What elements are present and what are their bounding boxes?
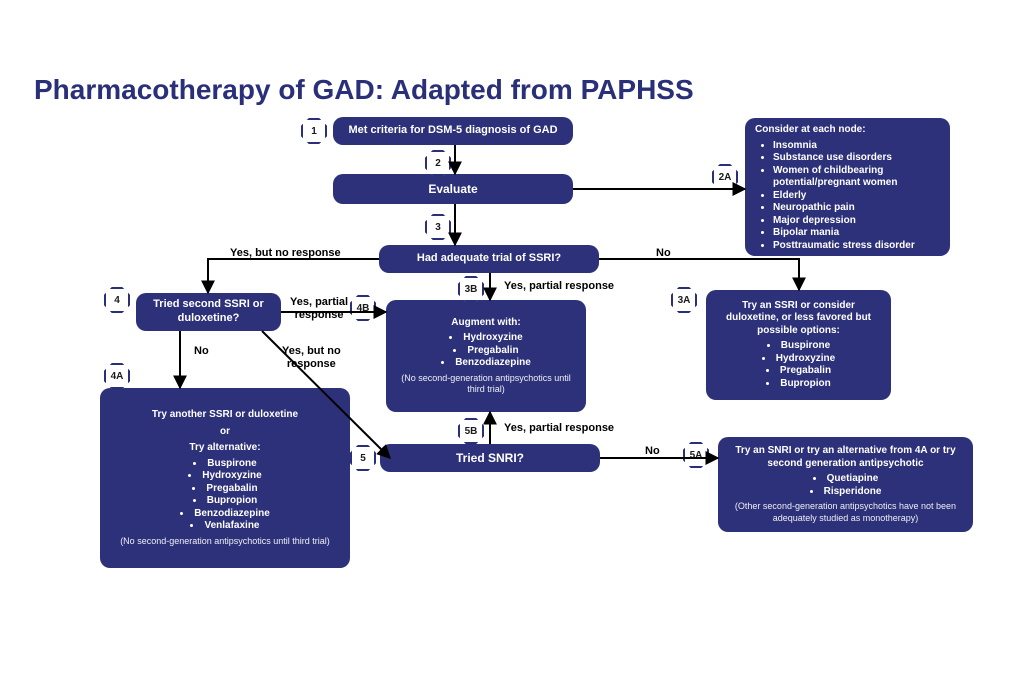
step-badge-5b: 5B — [458, 418, 484, 444]
node-subtext: (No second-generation antipsychotics unt… — [120, 536, 330, 547]
step-badge-2: 2 — [425, 150, 451, 176]
node-bullet-list: BuspironeHydroxyzinePregabalinBupropionB… — [180, 458, 270, 533]
step-badge-5: 5 — [350, 445, 376, 471]
node-3-text: Had adequate trial of SSRI? — [417, 252, 561, 266]
flowchart-canvas: Pharmacotherapy of GAD: Adapted from PAP… — [0, 0, 1030, 687]
node-bullet: Pregabalin — [180, 483, 270, 496]
node-bullet-list: BuspironeHydroxyzinePregabalinBupropion — [762, 340, 835, 390]
node-bullet: Benzodiazepine — [180, 508, 270, 521]
node-bullet: Elderly — [773, 190, 940, 203]
node-subtext: (Other second-generation antipsychotics … — [728, 501, 963, 524]
node-bullet: Bipolar mania — [773, 227, 940, 240]
node-bullet: Benzodiazepine — [441, 357, 531, 370]
node-bullet: Pregabalin — [762, 365, 835, 378]
node-bullet: Hydroxyzine — [441, 332, 531, 345]
node-bullet: Quetiapine — [810, 473, 882, 486]
step-badge-5a: 5A — [683, 442, 709, 468]
node-5-text: Tried SNRI? — [456, 451, 524, 466]
node-4-text: Tried second SSRI or duloxetine? — [146, 298, 271, 326]
edge-arrow — [208, 259, 379, 293]
node-5a-snri-alt: Try an SNRI or try an alternative from 4… — [718, 437, 973, 532]
step-badge-3a: 3A — [671, 287, 697, 313]
node-header3: Try alternative: — [189, 442, 260, 455]
node-bullet: Insomnia — [773, 140, 940, 153]
node-2-evaluate: Evaluate — [333, 174, 573, 204]
edge-label-yes-partial-5-3b: Yes, partial response — [504, 422, 614, 435]
node-3-ssri-trial: Had adequate trial of SSRI? — [379, 245, 599, 273]
page-title: Pharmacotherapy of GAD: Adapted from PAP… — [34, 74, 694, 106]
node-bullet-list: HydroxyzinePregabalinBenzodiazepine — [441, 332, 531, 370]
node-bullet: Hydroxyzine — [180, 470, 270, 483]
step-badge-4a: 4A — [104, 363, 130, 389]
edge-label-no-4-4a: No — [194, 345, 209, 358]
node-bullet: Posttraumatic stress disorder — [773, 240, 940, 253]
node-bullet: Substance use disorders — [773, 152, 940, 165]
node-bullet: Venlafaxine — [180, 520, 270, 533]
node-3a-try-ssri: Try an SSRI or consider duloxetine, or l… — [706, 290, 891, 400]
node-bullet-list: InsomniaSubstance use disordersWomen of … — [755, 140, 940, 253]
node-2-text: Evaluate — [428, 182, 477, 197]
node-header2: or — [220, 426, 230, 439]
edge-label-yes-partial-4-4b: Yes, partial response — [290, 296, 348, 322]
step-badge-2a: 2A — [712, 164, 738, 190]
node-header: Augment with: — [451, 317, 520, 330]
node-header: Try another SSRI or duloxetine — [152, 409, 298, 422]
node-bullet: Bupropion — [180, 495, 270, 508]
node-5-snri: Tried SNRI? — [380, 444, 600, 472]
node-bullet: Women of childbearing potential/pregnant… — [773, 165, 940, 190]
node-4a-alternative: Try another SSRI or duloxetine or Try alte… — [100, 388, 350, 568]
node-bullet: Buspirone — [762, 340, 835, 353]
node-1-text: Met criteria for DSM-5 diagnosis of GAD — [348, 124, 557, 138]
step-badge-4: 4 — [104, 287, 130, 313]
edge-arrow — [599, 259, 799, 290]
node-bullet: Neuropathic pain — [773, 202, 940, 215]
node-subtext: (No second-generation antipsychotics unt… — [396, 373, 576, 396]
edge-label-no-3-3a: No — [656, 247, 671, 260]
edge-label-no-5-5a: No — [645, 445, 660, 458]
node-bullet: Risperidone — [810, 486, 882, 499]
node-4-second-ssri: Tried second SSRI or duloxetine? — [136, 293, 281, 331]
node-bullet: Hydroxyzine — [762, 353, 835, 366]
edge-label-yes-no-response-3-4: Yes, but no response — [230, 247, 341, 260]
node-1-diagnosis: Met criteria for DSM-5 diagnosis of GAD — [333, 117, 573, 145]
node-header: Consider at each node: — [755, 124, 866, 137]
node-header: Try an SSRI or consider duloxetine, or l… — [716, 300, 881, 338]
step-badge-3b: 3B — [458, 276, 484, 302]
node-3b-4b-augment: Augment with: HydroxyzinePregabalinBenzod… — [386, 300, 586, 412]
node-bullet: Bupropion — [762, 378, 835, 391]
step-badge-3: 3 — [425, 214, 451, 240]
node-bullet: Buspirone — [180, 458, 270, 471]
node-bullet: Pregabalin — [441, 345, 531, 358]
edge-label-yes-partial-3-3b: Yes, partial response — [504, 280, 614, 293]
step-badge-4b: 4B — [350, 295, 376, 321]
node-header: Try an SNRI or try an alternative from 4… — [728, 445, 963, 470]
edge-label-yes-no-response-4-5: Yes, but no response — [282, 345, 341, 371]
node-bullet: Major depression — [773, 215, 940, 228]
node-bullet-list: QuetiapineRisperidone — [810, 473, 882, 498]
step-badge-1: 1 — [301, 118, 327, 144]
node-2a-consider: Consider at each node: InsomniaSubstance … — [745, 118, 950, 256]
